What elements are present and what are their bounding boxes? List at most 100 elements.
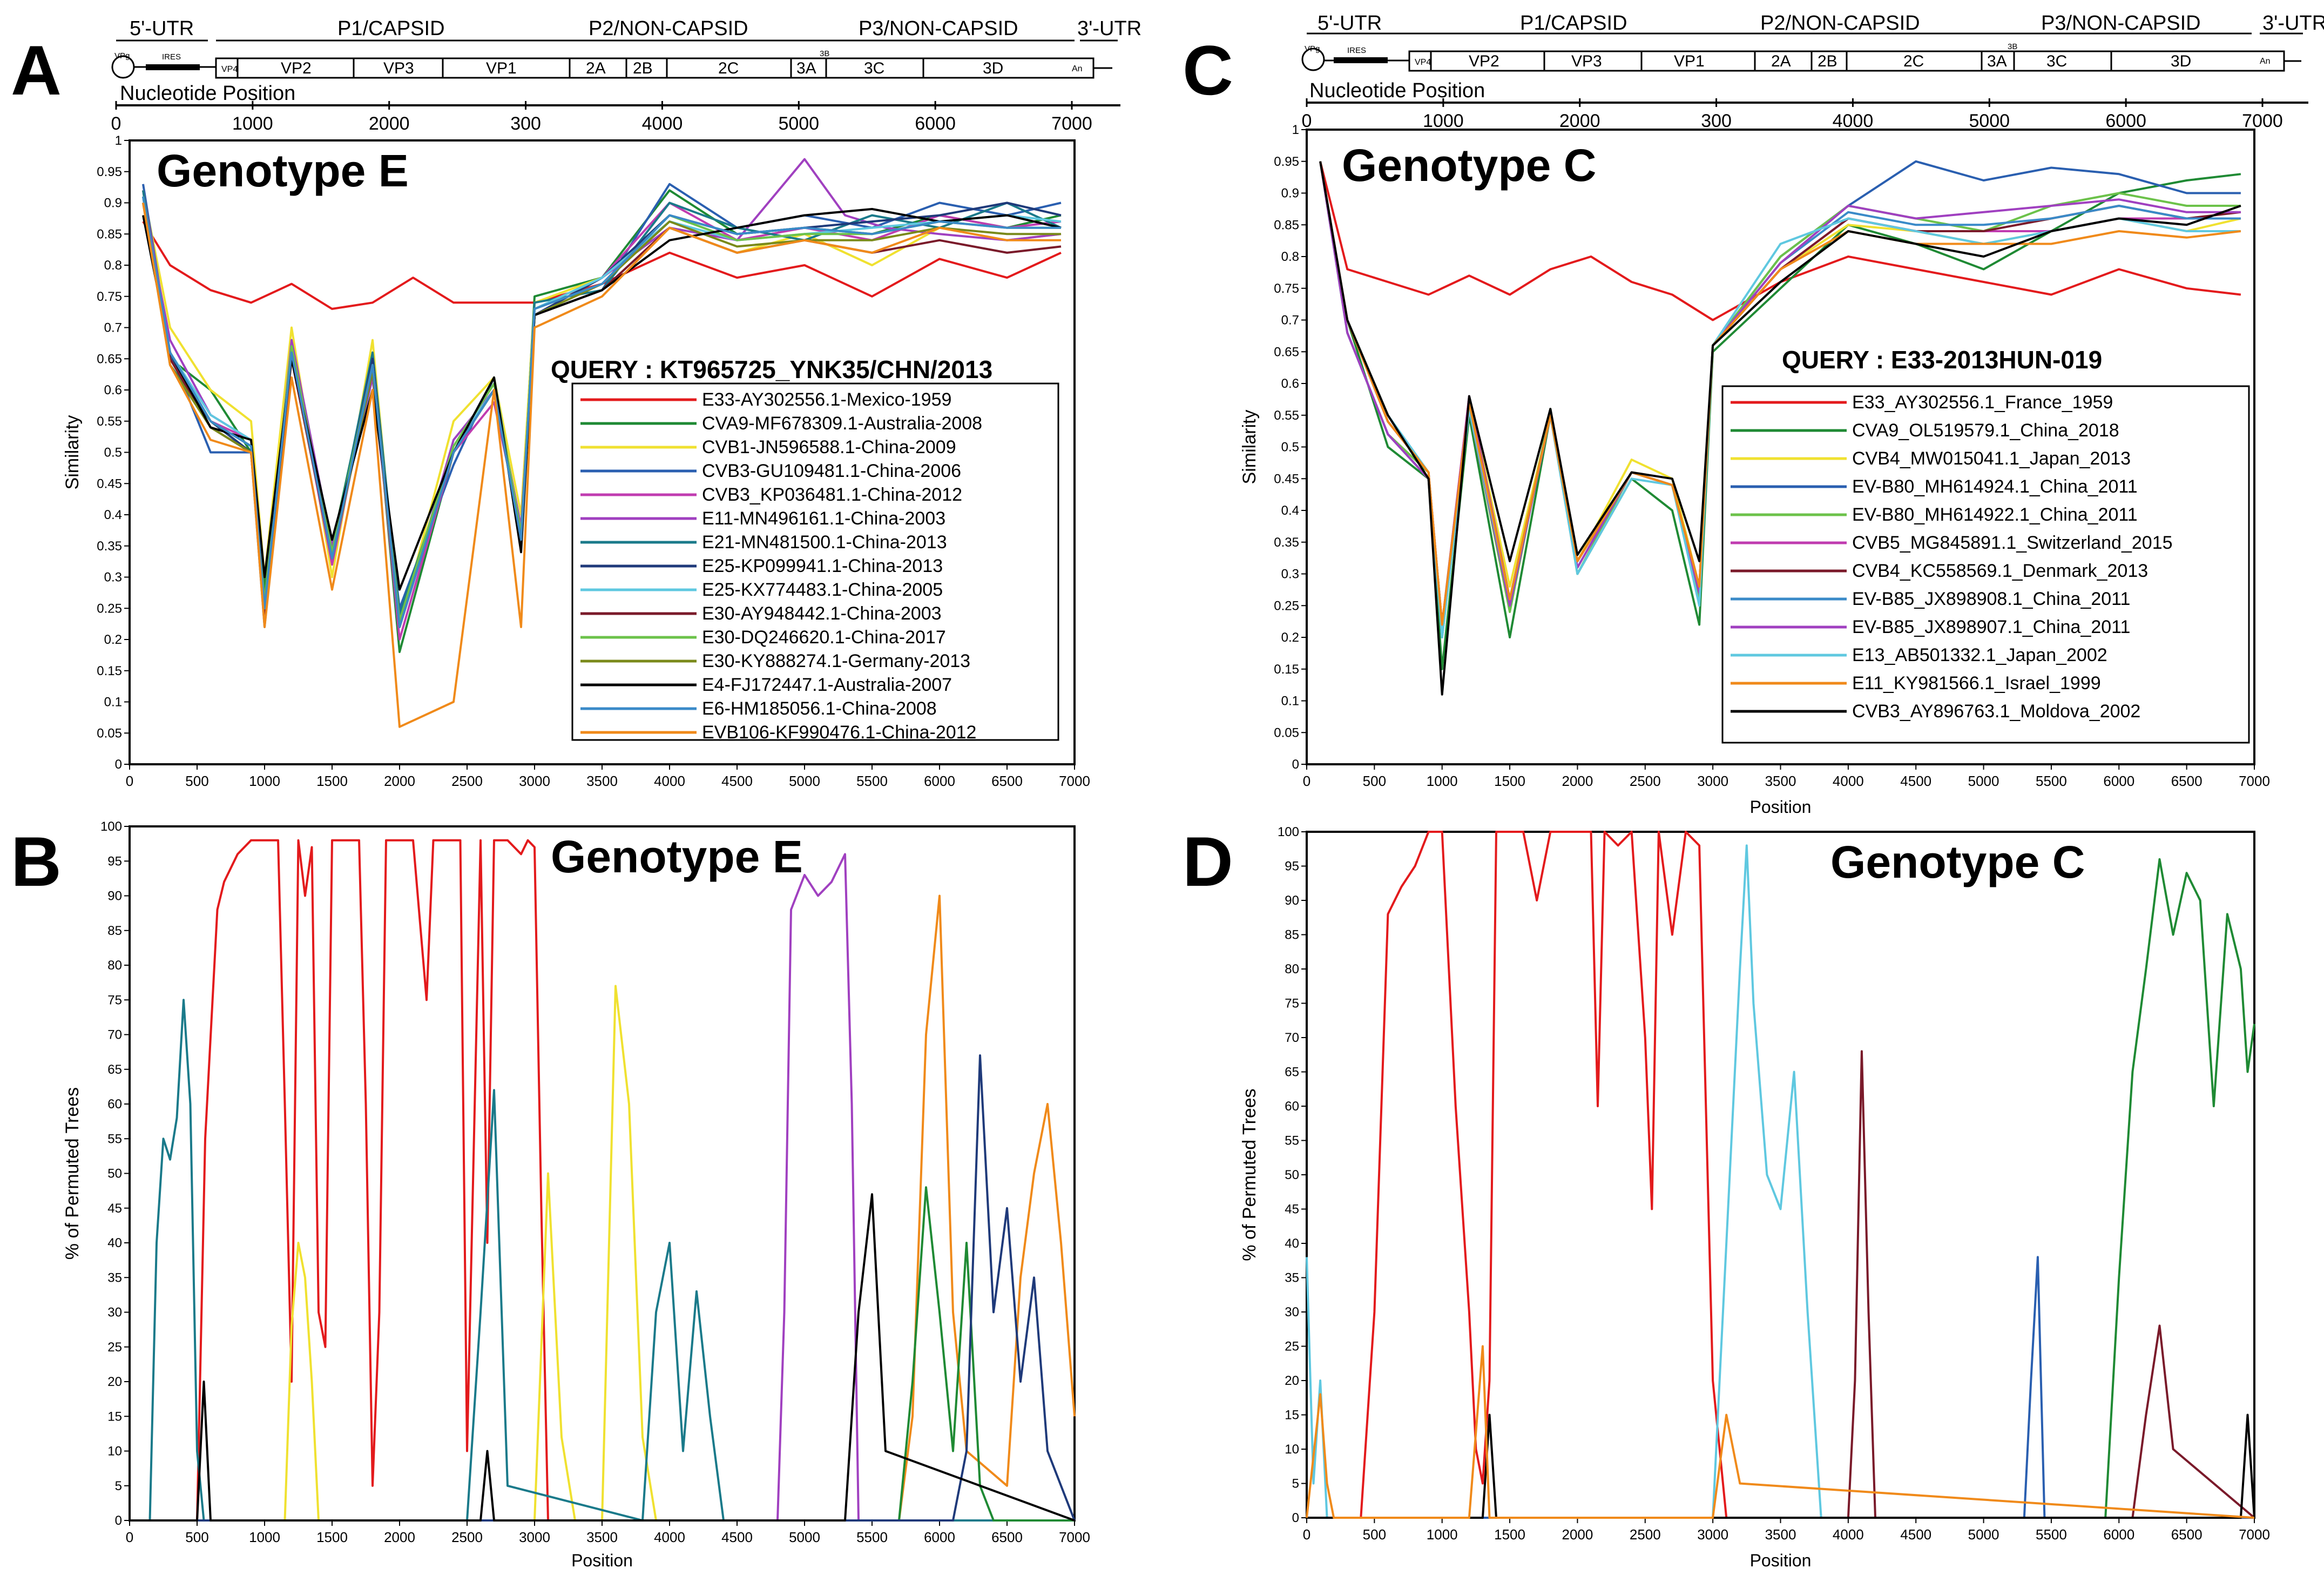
gene-3a: 3A (1987, 52, 2007, 70)
region-5utr: 5'-UTR (130, 17, 194, 40)
y-tick-label: 50 (1285, 1168, 1299, 1182)
legend-label: E13_AB501332.1_Japan_2002 (1852, 645, 2107, 665)
nucleotide-tick-label: 6000 (2105, 111, 2146, 131)
x-tick-label: 4500 (721, 773, 753, 789)
y-tick-label: 85 (1285, 928, 1299, 943)
y-tick-label: 75 (1285, 997, 1299, 1011)
y-tick-label: 0.6 (1281, 376, 1299, 391)
x-tick-label: 3500 (586, 1529, 618, 1545)
x-tick-label: 1500 (1494, 1526, 1525, 1543)
series-line-8 (130, 1193, 1075, 1522)
x-tick-label: 1500 (316, 773, 348, 789)
gene-ires: IRES (1347, 46, 1366, 55)
x-tick-label: 1000 (1427, 773, 1458, 789)
gene-3d: 3D (2171, 52, 2191, 70)
x-tick-label: 0 (1303, 773, 1310, 789)
y-tick-label: 5 (1292, 1477, 1299, 1491)
gene-vp3: VP3 (1571, 52, 1602, 70)
x-tick-label: 5000 (789, 773, 820, 789)
y-tick-label: 0 (115, 757, 122, 772)
nucleotide-tick-label: 300 (1701, 111, 1732, 131)
legend: E33-AY302556.1-Mexico-1959 CVA9-MF678309.… (571, 382, 1059, 743)
legend-label: E33-AY302556.1-Mexico-1959 (702, 389, 951, 410)
panel-letter-d: D (1183, 822, 1233, 901)
gene-dividers (237, 58, 924, 78)
x-tick-label: 5000 (789, 1529, 820, 1545)
vpg-circle (1301, 48, 1325, 71)
x-tick-label: 0 (126, 1529, 133, 1545)
y-tick-label: 0.1 (104, 695, 122, 710)
legend: E33_AY302556.1_France_1959 CVA9_OL519579.… (1721, 385, 2250, 744)
legend-label: EV-B85_JX898907.1_China_2011 (1852, 617, 2130, 637)
y-tick-label: 30 (107, 1305, 122, 1320)
chart-title: Genotype C (1830, 837, 2085, 887)
nucleotide-tick-label: 0 (1302, 111, 1312, 131)
x-tick-label: 3500 (1765, 1526, 1796, 1543)
nucleotide-tick-label: 5000 (778, 113, 819, 134)
chart-panel-b: 0 5 10 15 20 25 30 35 40 45 50 55 60 65 70 75 80 85 90 95 10… (62, 819, 1090, 1570)
gene-2a: 2A (586, 59, 606, 77)
y-tick-label: 0.1 (1281, 694, 1299, 709)
y-tick-label: 60 (1285, 1099, 1299, 1114)
region-p1: P1/CAPSID (1520, 12, 1627, 35)
legend-label: CVB5_MG845891.1_Switzerland_2015 (1852, 533, 2173, 553)
y-tick-label: 40 (1285, 1236, 1299, 1251)
x-tick-label: 6000 (924, 773, 955, 789)
gene-polya: An (2260, 57, 2271, 66)
x-tick-label: 7000 (1059, 773, 1090, 789)
legend-label: CVB3_KP036481.1-China-2012 (702, 484, 962, 505)
gene-ires: IRES (162, 52, 181, 62)
x-tick-label: 2000 (1562, 773, 1593, 789)
legend-label: CVB3_AY896763.1_Moldova_2002 (1852, 701, 2140, 722)
nucleotide-tick-label: 7000 (1051, 113, 1092, 134)
legend-label: EVB106-KF990476.1-China-2012 (702, 722, 976, 743)
region-5utr: 5'-UTR (1318, 12, 1382, 35)
gene-polya: An (1072, 64, 1083, 73)
legend-label: E25-KX774483.1-China-2005 (702, 580, 943, 600)
x-tick-label: 6000 (2103, 1526, 2134, 1543)
series-line-11 (1319, 161, 2241, 626)
legend-label: EV-B80_MH614924.1_China_2011 (1852, 476, 2138, 497)
y-tick-label: 0.75 (1274, 281, 1299, 296)
chart-title: Genotype C (1342, 140, 1596, 191)
y-tick-label: 0.15 (1274, 662, 1299, 677)
x-tick-label: 3500 (1765, 773, 1796, 789)
y-tick-label: 0.85 (97, 227, 122, 241)
x-tick-label: 3000 (519, 1529, 550, 1545)
legend-label: CVB4_KC558569.1_Denmark_2013 (1852, 561, 2148, 581)
y-tick-label: 20 (107, 1375, 122, 1389)
y-tick-label: 0.85 (1274, 218, 1299, 232)
y-tick-label: 70 (107, 1028, 122, 1042)
series-line-7 (1306, 1345, 2255, 1519)
series-lines (142, 158, 1062, 728)
gene-vp1: VP1 (1674, 52, 1705, 70)
x-tick-label: 4000 (1833, 773, 1864, 789)
x-tick-label: 3000 (1697, 773, 1728, 789)
y-tick-label: 55 (107, 1132, 122, 1146)
gene-vp1: VP1 (486, 59, 517, 77)
y-tick-label: 0.8 (104, 258, 122, 273)
x-tick-label: 4000 (654, 773, 685, 789)
x-tick-label: 7000 (2239, 1526, 2270, 1543)
region-p3: P3/NON-CAPSID (859, 17, 1018, 40)
y-tick-label: 0 (115, 1513, 122, 1528)
gene-3b: 3B (2008, 42, 2017, 51)
x-tick-label: 6500 (991, 773, 1023, 789)
y-axis-label: Similarity (1239, 410, 1260, 484)
y-tick-label: 0 (1292, 757, 1299, 772)
x-tick-label: 2500 (1630, 773, 1661, 789)
query-label: QUERY : KT965725_YNK35/CHN/2013 (551, 355, 992, 383)
y-tick-label: 70 (1285, 1031, 1299, 1045)
region-p1: P1/CAPSID (337, 17, 445, 40)
y-tick-label: 0.9 (104, 196, 122, 211)
polyprotein-box (215, 57, 1095, 79)
x-axis-label: Position (1750, 1551, 1812, 1570)
x-axis-label: Position (571, 1551, 633, 1570)
y-tick-label: 45 (1285, 1202, 1299, 1217)
y-tick-label: 0.45 (1274, 472, 1299, 486)
y-tick-label: 0.2 (104, 632, 122, 647)
gene-2b: 2B (1818, 52, 1837, 70)
y-tick-label: 45 (107, 1201, 122, 1216)
panel-letter-a: A (11, 31, 62, 110)
x-tick-label: 5000 (1968, 773, 1999, 789)
